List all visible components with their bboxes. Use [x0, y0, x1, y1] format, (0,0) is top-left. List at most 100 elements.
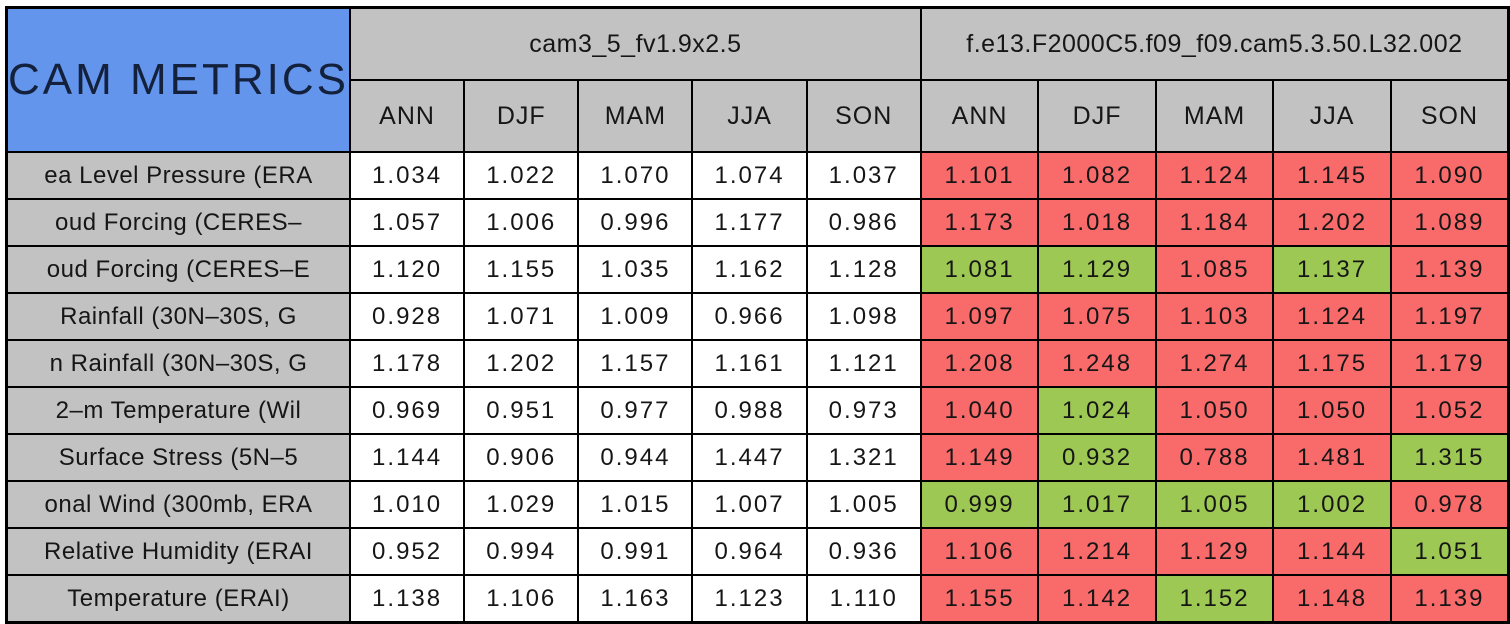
metric-cell-cam5: 1.248 — [1037, 339, 1157, 388]
metric-cell-cam3-5: 1.161 — [691, 339, 808, 388]
row-label: Surface Stress (5N–5 — [5, 433, 351, 482]
metric-cell-cam5: 1.144 — [1272, 527, 1392, 576]
metric-cell-cam3-5: 0.973 — [805, 386, 922, 435]
metric-cell-cam5: 1.089 — [1389, 198, 1510, 247]
metric-cell-cam5: 1.097 — [919, 292, 1040, 341]
season-header-jja: JJA — [1272, 79, 1392, 153]
row-label: oud Forcing (CERES–E — [5, 245, 351, 294]
metric-cell-cam3-5: 1.321 — [805, 433, 922, 482]
metric-cell-cam3-5: 1.110 — [805, 574, 922, 624]
row-label: oud Forcing (CERES– — [5, 198, 351, 247]
metric-cell-cam5: 1.040 — [919, 386, 1040, 435]
metric-cell-cam5: 1.124 — [1154, 151, 1275, 200]
metric-cell-cam3-5: 0.977 — [577, 386, 694, 435]
metric-cell-cam5: 1.051 — [1389, 527, 1510, 576]
metric-cell-cam3-5: 0.969 — [348, 386, 466, 435]
table-row: Temperature (ERAI) 1.138 1.106 1.163 1.123 1.… — [5, 574, 1510, 624]
metric-cell-cam3-5: 1.022 — [463, 151, 580, 200]
metric-cell-cam5: 1.017 — [1037, 480, 1157, 529]
metric-cell-cam3-5: 1.155 — [463, 245, 580, 294]
metric-cell-cam3-5: 0.988 — [691, 386, 808, 435]
metric-cell-cam5: 1.179 — [1389, 339, 1510, 388]
metric-cell-cam3-5: 1.037 — [805, 151, 922, 200]
metric-cell-cam3-5: 1.015 — [577, 480, 694, 529]
row-label: Relative Humidity (ERAI — [5, 527, 351, 576]
row-label: onal Wind (300mb, ERA — [5, 480, 351, 529]
season-header-djf: DJF — [1037, 79, 1157, 153]
metric-cell-cam3-5: 1.128 — [805, 245, 922, 294]
metric-cell-cam3-5: 1.163 — [577, 574, 694, 624]
metric-cell-cam5: 1.184 — [1154, 198, 1275, 247]
metrics-table: CAM METRICS cam3_5_fv1.9x2.5 f.e13.F2000… — [5, 6, 1510, 624]
metric-cell-cam3-5: 1.070 — [577, 151, 694, 200]
metric-cell-cam3-5: 1.005 — [805, 480, 922, 529]
metric-cell-cam3-5: 0.966 — [691, 292, 808, 341]
table-title: CAM METRICS — [5, 6, 351, 153]
metric-cell-cam5: 1.124 — [1272, 292, 1392, 341]
metric-cell-cam5: 1.149 — [919, 433, 1040, 482]
metric-cell-cam5: 1.142 — [1037, 574, 1157, 624]
metric-cell-cam3-5: 1.034 — [348, 151, 466, 200]
table-row: Rainfall (30N–30S, G 0.928 1.071 1.009 0.966… — [5, 292, 1510, 341]
metric-cell-cam5: 1.050 — [1272, 386, 1392, 435]
metric-cell-cam5: 1.481 — [1272, 433, 1392, 482]
metric-cell-cam3-5: 1.035 — [577, 245, 694, 294]
metric-cell-cam5: 1.005 — [1154, 480, 1275, 529]
season-header-ann: ANN — [919, 79, 1040, 153]
metric-cell-cam3-5: 1.007 — [691, 480, 808, 529]
metric-cell-cam5: 1.129 — [1154, 527, 1275, 576]
season-header-mam: MAM — [577, 79, 694, 153]
group-header-cam3-5: cam3_5_fv1.9x2.5 — [349, 6, 922, 81]
season-header-djf: DJF — [463, 79, 580, 153]
metric-cell-cam5: 1.173 — [919, 198, 1040, 247]
metric-cell-cam5: 1.090 — [1389, 151, 1510, 200]
season-header-son: SON — [805, 79, 922, 153]
season-header-mam: MAM — [1154, 79, 1275, 153]
table-row: Relative Humidity (ERAI 0.952 0.994 0.991 0.… — [5, 527, 1510, 576]
metric-cell-cam3-5: 1.009 — [577, 292, 694, 341]
metric-cell-cam5: 1.101 — [919, 151, 1040, 200]
metric-cell-cam3-5: 1.029 — [463, 480, 580, 529]
metrics-table-body: ea Level Pressure (ERA 1.034 1.022 1.070 1.0… — [5, 151, 1510, 624]
metric-cell-cam3-5: 1.202 — [463, 339, 580, 388]
metric-cell-cam5: 0.999 — [919, 480, 1040, 529]
metric-cell-cam3-5: 1.121 — [805, 339, 922, 388]
metric-cell-cam3-5: 0.994 — [463, 527, 580, 576]
metric-cell-cam5: 1.274 — [1154, 339, 1275, 388]
metric-cell-cam5: 1.075 — [1037, 292, 1157, 341]
metric-cell-cam5: 1.002 — [1272, 480, 1392, 529]
season-header-jja: JJA — [691, 79, 808, 153]
metric-cell-cam3-5: 0.928 — [348, 292, 466, 341]
metric-cell-cam3-5: 1.010 — [348, 480, 466, 529]
metric-cell-cam5: 1.197 — [1389, 292, 1510, 341]
row-label: Rainfall (30N–30S, G — [5, 292, 351, 341]
table-row: ea Level Pressure (ERA 1.034 1.022 1.070 1.0… — [5, 151, 1510, 200]
metric-cell-cam3-5: 1.447 — [691, 433, 808, 482]
metric-cell-cam5: 1.139 — [1389, 245, 1510, 294]
table-row: 2–m Temperature (Wil 0.969 0.951 0.977 0.988… — [5, 386, 1510, 435]
metric-cell-cam3-5: 1.123 — [691, 574, 808, 624]
metric-cell-cam3-5: 1.106 — [463, 574, 580, 624]
table-row: Surface Stress (5N–5 1.144 0.906 0.944 1.447… — [5, 433, 1510, 482]
metric-cell-cam3-5: 0.964 — [691, 527, 808, 576]
metric-cell-cam3-5: 1.074 — [691, 151, 808, 200]
metric-cell-cam5: 1.175 — [1272, 339, 1392, 388]
metric-cell-cam3-5: 1.177 — [691, 198, 808, 247]
metric-cell-cam5: 1.152 — [1154, 574, 1275, 624]
metric-cell-cam5: 1.139 — [1389, 574, 1510, 624]
metric-cell-cam3-5: 1.057 — [348, 198, 466, 247]
metric-cell-cam5: 1.103 — [1154, 292, 1275, 341]
metric-cell-cam5: 1.202 — [1272, 198, 1392, 247]
group-header-row: CAM METRICS cam3_5_fv1.9x2.5 f.e13.F2000… — [5, 6, 1510, 153]
group-header-cam5: f.e13.F2000C5.f09_f09.cam5.3.50.L32.002 — [919, 6, 1510, 81]
metric-cell-cam5: 1.208 — [919, 339, 1040, 388]
season-header-row: ANN DJF MAM JJA SON ANN DJF MAM JJA SON — [7, 79, 1510, 153]
metric-cell-cam3-5: 1.162 — [691, 245, 808, 294]
metric-cell-cam3-5: 0.936 — [805, 527, 922, 576]
metric-cell-cam3-5: 0.952 — [348, 527, 466, 576]
metric-cell-cam5: 1.214 — [1037, 527, 1157, 576]
metric-cell-cam5: 1.129 — [1037, 245, 1157, 294]
row-label: n Rainfall (30N–30S, G — [5, 339, 351, 388]
metric-cell-cam3-5: 1.144 — [348, 433, 466, 482]
metric-cell-cam5: 1.050 — [1154, 386, 1275, 435]
